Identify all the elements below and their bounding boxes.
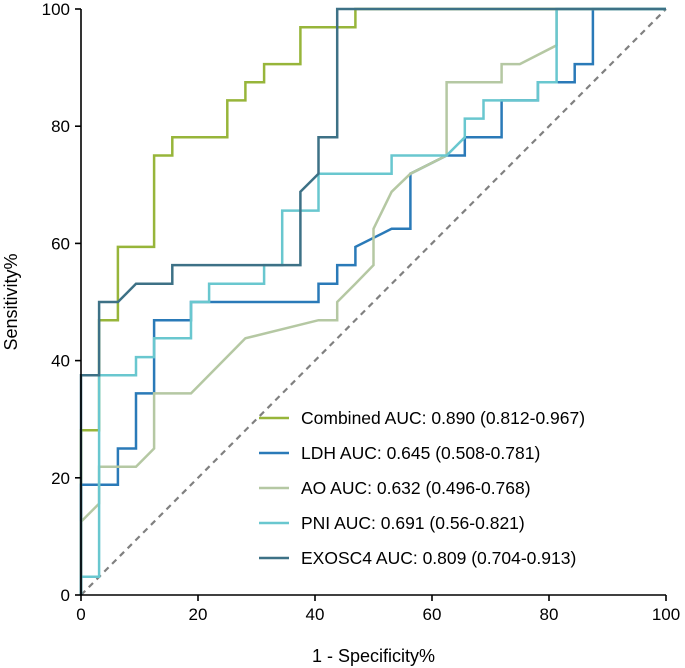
x-tick-label: 80 (540, 605, 559, 624)
series-line-ao (79, 7, 666, 595)
series-line-exosc4 (79, 7, 666, 595)
legend-label-exosc4: EXOSC4 AUC: 0.809 (0.704-0.913) (301, 548, 576, 568)
reference-diagonal-line (80, 8, 667, 596)
x-tick-label: 0 (76, 605, 85, 624)
x-axis-title: 1 - Specificity% (312, 646, 435, 666)
legend-label-pni: PNI AUC: 0.691 (0.56-0.821) (301, 513, 525, 533)
x-tick-label: 40 (306, 605, 325, 624)
series-line-combined (79, 7, 666, 595)
y-axis-title: Sensitivity% (1, 253, 21, 350)
legend: Combined AUC: 0.890 (0.812-0.967) LDH AUC… (259, 408, 585, 568)
y-ticks: 0 20 40 60 80 100 (42, 0, 81, 605)
x-tick-label: 100 (652, 605, 680, 624)
x-tick-label: 20 (189, 605, 208, 624)
plot-area (79, 7, 667, 596)
series-line-pni (79, 7, 666, 595)
legend-label-ldh: LDH AUC: 0.645 (0.508-0.781) (301, 443, 540, 463)
y-tick-label: 100 (42, 0, 70, 19)
y-tick-label: 20 (51, 469, 70, 488)
y-tick-label: 60 (51, 234, 70, 253)
y-tick-label: 40 (51, 352, 70, 371)
legend-label-ao: AO AUC: 0.632 (0.496-0.768) (301, 478, 531, 498)
x-tick-label: 60 (423, 605, 442, 624)
y-tick-label: 0 (61, 586, 70, 605)
y-tick-label: 80 (51, 117, 70, 136)
x-ticks: 0 20 40 60 80 100 (76, 595, 680, 624)
legend-label-combined: Combined AUC: 0.890 (0.812-0.967) (301, 408, 585, 428)
